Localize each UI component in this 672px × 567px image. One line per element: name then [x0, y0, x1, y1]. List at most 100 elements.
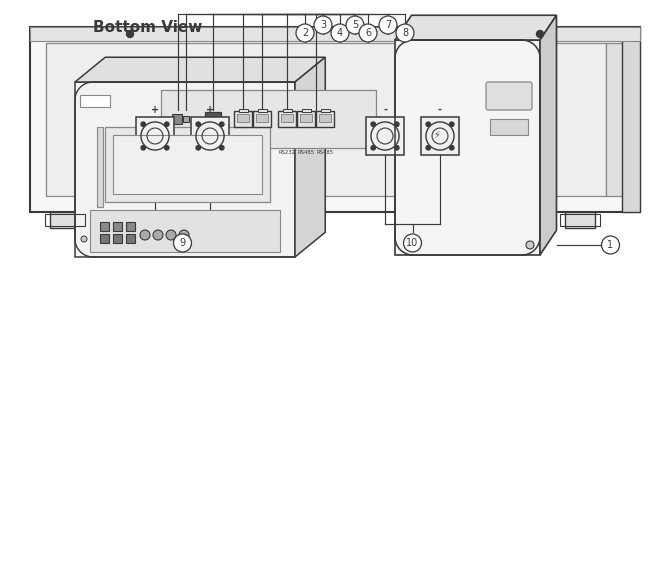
Bar	[30, 27, 640, 212]
Circle shape	[359, 24, 377, 42]
Circle shape	[394, 146, 399, 150]
Bar	[100, 234, 109, 243]
Bar	[239, 108, 247, 112]
Bar	[100, 222, 109, 231]
Circle shape	[165, 146, 169, 150]
Bar	[45, 214, 85, 226]
Circle shape	[601, 236, 620, 254]
Circle shape	[371, 146, 376, 150]
Circle shape	[526, 241, 534, 249]
Circle shape	[314, 16, 332, 34]
Circle shape	[371, 122, 376, 126]
Circle shape	[220, 146, 224, 150]
Polygon shape	[540, 15, 556, 255]
Bar	[126, 222, 135, 231]
Bar	[113, 234, 122, 243]
Polygon shape	[75, 82, 295, 257]
Bar	[126, 234, 135, 243]
Circle shape	[450, 122, 454, 126]
Circle shape	[333, 31, 339, 37]
Circle shape	[173, 234, 192, 252]
Text: +: +	[206, 105, 214, 115]
Text: 9: 9	[179, 238, 185, 248]
Text: -: -	[383, 105, 387, 115]
Polygon shape	[75, 57, 325, 82]
Bar	[297, 111, 315, 127]
Bar	[366, 117, 404, 155]
Text: DRY: DRY	[173, 150, 183, 155]
Bar	[490, 119, 528, 135]
Bar	[622, 27, 640, 212]
Text: ADDR: ADDR	[205, 150, 221, 155]
Circle shape	[141, 146, 145, 150]
Bar	[136, 117, 174, 155]
Text: +: +	[151, 105, 159, 115]
Bar	[50, 212, 80, 228]
Bar	[316, 111, 334, 127]
Bar	[97, 127, 103, 207]
Circle shape	[140, 230, 150, 240]
Bar	[606, 43, 624, 196]
Text: RS485: RS485	[235, 150, 251, 155]
Bar	[80, 95, 110, 107]
Text: 3: 3	[320, 20, 326, 30]
Circle shape	[141, 122, 145, 126]
Text: RS232: RS232	[278, 150, 296, 155]
Bar	[161, 90, 376, 148]
Bar	[237, 115, 249, 121]
Bar	[280, 115, 294, 121]
Circle shape	[126, 31, 134, 37]
FancyBboxPatch shape	[486, 82, 532, 110]
Bar	[30, 27, 640, 41]
Bar	[46, 43, 606, 196]
Bar	[421, 117, 459, 155]
Text: CAN: CAN	[257, 150, 267, 155]
Circle shape	[331, 24, 349, 42]
Bar	[565, 212, 595, 228]
Circle shape	[165, 122, 169, 126]
Bar	[321, 108, 329, 112]
Circle shape	[403, 234, 421, 252]
Circle shape	[196, 122, 200, 126]
Bar	[300, 115, 312, 121]
Bar	[282, 108, 292, 112]
Bar	[302, 108, 310, 112]
Circle shape	[153, 230, 163, 240]
Text: Bottom View: Bottom View	[93, 19, 203, 35]
Circle shape	[394, 122, 399, 126]
Bar	[560, 214, 600, 226]
Circle shape	[426, 122, 431, 126]
Circle shape	[426, 146, 431, 150]
Circle shape	[166, 230, 176, 240]
Circle shape	[220, 122, 224, 126]
Circle shape	[450, 146, 454, 150]
Polygon shape	[295, 57, 325, 257]
Bar	[113, 135, 262, 194]
Text: RS485: RS485	[298, 150, 314, 155]
Circle shape	[296, 24, 314, 42]
Text: 4: 4	[337, 28, 343, 38]
Bar	[205, 112, 221, 126]
Circle shape	[536, 31, 544, 37]
Bar	[255, 115, 269, 121]
Text: RS485: RS485	[317, 150, 333, 155]
Bar	[278, 111, 296, 127]
Bar	[113, 222, 122, 231]
Bar	[191, 117, 229, 155]
Bar	[319, 115, 331, 121]
Bar	[183, 116, 189, 122]
Text: 1: 1	[607, 240, 614, 250]
Circle shape	[81, 236, 87, 242]
Text: 6: 6	[365, 28, 371, 38]
Bar	[253, 111, 271, 127]
Text: ⚡: ⚡	[433, 130, 440, 140]
Text: 7: 7	[385, 20, 391, 30]
Text: 2: 2	[302, 28, 308, 38]
Text: 8: 8	[402, 28, 408, 38]
Circle shape	[379, 16, 397, 34]
Text: 10: 10	[407, 238, 419, 248]
Bar	[90, 210, 280, 252]
Polygon shape	[395, 15, 556, 40]
Text: -: -	[438, 105, 442, 115]
Polygon shape	[395, 40, 540, 255]
